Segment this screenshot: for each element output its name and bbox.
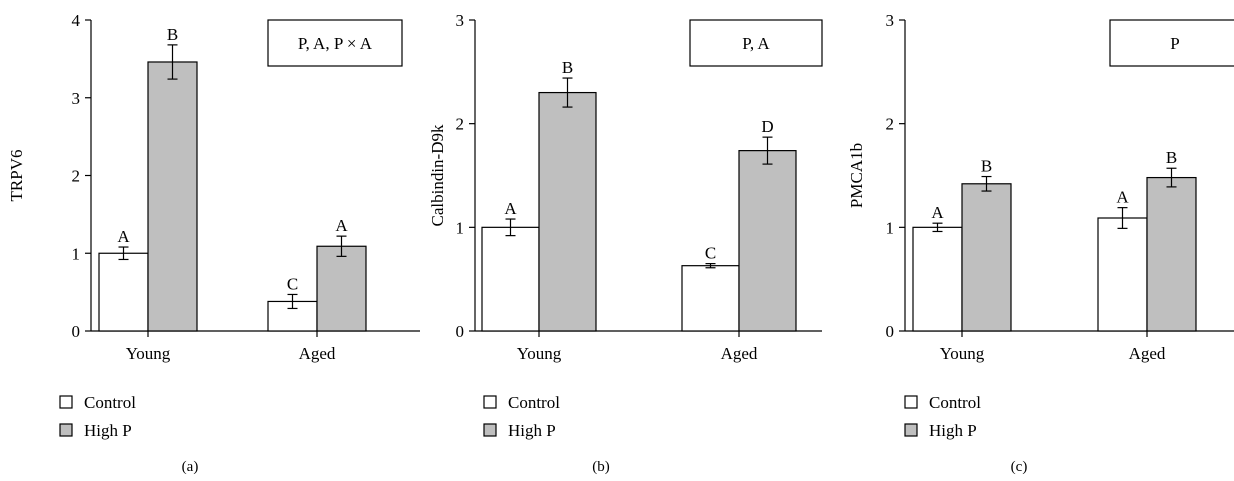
significance-letter: A: [335, 216, 348, 235]
bar: [538, 91, 597, 332]
significance-letter: C: [287, 274, 298, 293]
y-tick-label: 0: [456, 322, 465, 341]
bar: [961, 183, 1012, 332]
legend-label: High P: [508, 421, 556, 440]
bar: [481, 226, 540, 332]
stat-box: [267, 19, 403, 67]
category-label: Aged: [1129, 344, 1166, 363]
bar: [912, 226, 963, 332]
y-tick-label: 2: [886, 115, 895, 134]
legend-label: Control: [508, 393, 560, 412]
significance-letter: B: [167, 25, 178, 44]
stat-box-text: P, A, P × A: [298, 34, 373, 53]
y-tick-label: 1: [72, 244, 81, 263]
panel-label: (a): [182, 459, 199, 475]
panel-label: (b): [592, 459, 610, 475]
chart-panel-c: 0 1 2 3 PMCA1b Young Aged A A B B P Control High P (c): [847, 11, 1234, 475]
significance-letter: B: [562, 58, 573, 77]
bar: [98, 252, 149, 332]
y-tick-label: 3: [886, 11, 895, 30]
stat-box-text: P, A: [742, 34, 770, 53]
y-tick-label: 1: [456, 218, 465, 237]
bar: [681, 265, 740, 332]
legend-swatch: [483, 423, 497, 437]
chart-panel-a: 0 1 2 3 4 TRPV6 Young Aged A C B A P, A, P × A Contro…: [7, 11, 420, 475]
bar: [1146, 176, 1197, 332]
category-label: Aged: [721, 344, 758, 363]
stat-box: [1109, 19, 1234, 67]
y-tick-label: 3: [456, 11, 465, 30]
significance-letter: A: [504, 199, 517, 218]
significance-letter: A: [931, 203, 944, 222]
y-axis-title: Calbindin-D9k: [428, 124, 447, 226]
legend-swatch: [59, 395, 73, 409]
bar: [738, 150, 797, 332]
y-tick-label: 2: [72, 167, 81, 186]
category-label: Young: [517, 344, 562, 363]
y-tick-label: 1: [886, 218, 895, 237]
significance-letter: C: [705, 244, 716, 263]
y-tick-label: 0: [72, 322, 81, 341]
bar: [1097, 217, 1148, 332]
category-label: Young: [940, 344, 985, 363]
significance-letter: B: [981, 157, 992, 176]
y-axis-title: TRPV6: [7, 150, 26, 202]
legend-swatch: [59, 423, 73, 437]
significance-letter: A: [1116, 188, 1129, 207]
y-axis-title: PMCA1b: [847, 143, 866, 208]
bar: [316, 245, 367, 332]
y-tick-label: 4: [72, 11, 81, 30]
legend-label: Control: [84, 393, 136, 412]
y-tick-label: 2: [456, 115, 465, 134]
y-tick-label: 3: [72, 89, 81, 108]
stat-box-text: P: [1170, 34, 1179, 53]
legend-label: Control: [929, 393, 981, 412]
y-tick-label: 0: [886, 322, 895, 341]
significance-letter: B: [1166, 148, 1177, 167]
panel-label: (c): [1011, 459, 1028, 475]
category-label: Aged: [299, 344, 336, 363]
legend-label: High P: [929, 421, 977, 440]
legend-label: High P: [84, 421, 132, 440]
significance-letter: D: [761, 117, 773, 136]
significance-letter: A: [117, 227, 130, 246]
legend-swatch: [904, 423, 918, 437]
legend-swatch: [904, 395, 918, 409]
category-label: Young: [126, 344, 171, 363]
legend-swatch: [483, 395, 497, 409]
chart-panel-b: 0 1 2 3 Calbindin-D9k Young Aged A C B D P, A Contro…: [428, 11, 823, 475]
stat-box: [689, 19, 823, 67]
bar: [147, 61, 198, 332]
